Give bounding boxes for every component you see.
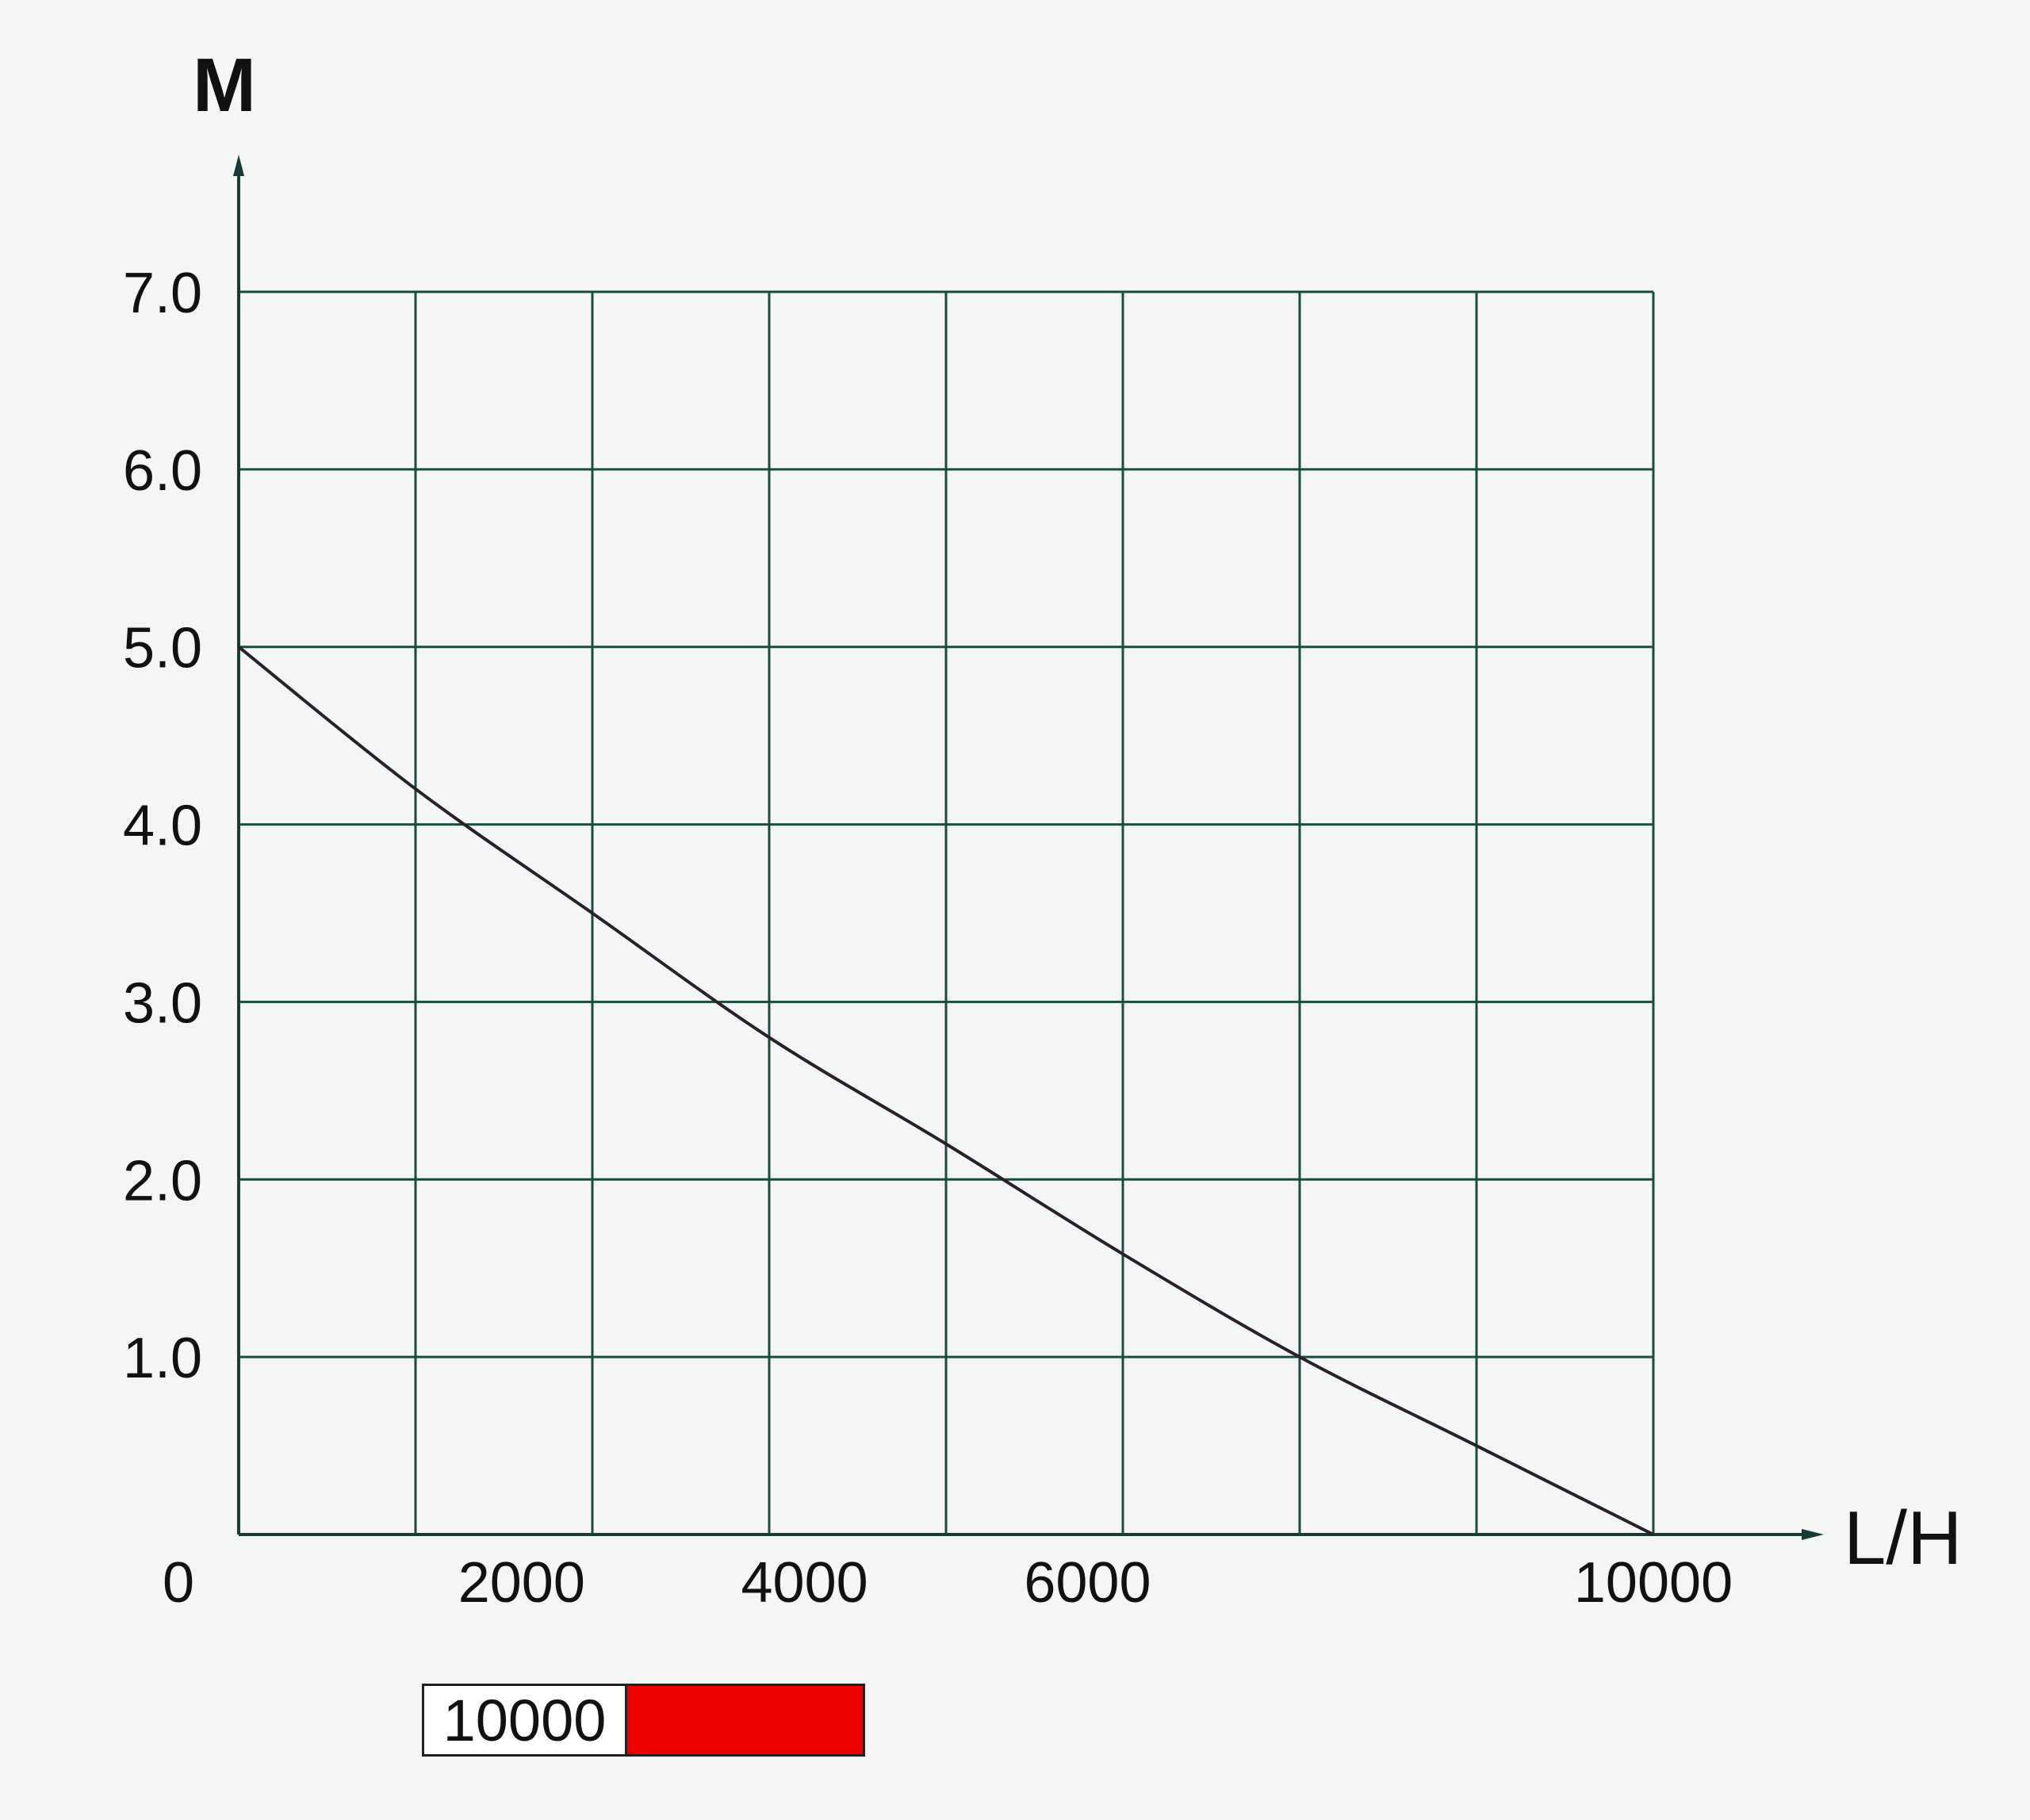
legend-label: 10000 bbox=[424, 1686, 627, 1754]
axes bbox=[233, 155, 1824, 1540]
y-axis-arrow-icon bbox=[233, 155, 244, 176]
grid bbox=[239, 290, 1655, 1535]
y-axis-title: M bbox=[193, 43, 256, 128]
tick-labels: 1.0 2.0 3.0 4.0 5.0 6.0 7.0 2000 4000 6000 10000 bbox=[123, 262, 1733, 1615]
y-tick-label: 5.0 bbox=[123, 617, 202, 680]
legend-swatch bbox=[627, 1686, 863, 1754]
x-tick-label: 2000 bbox=[458, 1551, 585, 1615]
y-tick-label: 4.0 bbox=[123, 795, 202, 858]
legend: 10000 bbox=[422, 1684, 865, 1757]
x-tick-label: 6000 bbox=[1024, 1551, 1151, 1615]
x-tick-label: 10000 bbox=[1574, 1551, 1733, 1615]
y-tick-label: 6.0 bbox=[123, 439, 202, 503]
series-curve bbox=[237, 646, 1654, 1536]
y-tick-label: 2.0 bbox=[123, 1149, 202, 1213]
y-tick-label: 1.0 bbox=[123, 1327, 202, 1390]
x-axis-arrow-icon bbox=[1802, 1529, 1824, 1540]
origin-label: 0 bbox=[163, 1551, 194, 1615]
series-line bbox=[237, 646, 1654, 1536]
x-tick-label: 4000 bbox=[741, 1551, 868, 1615]
y-tick-label: 3.0 bbox=[123, 971, 202, 1035]
y-tick-label: 7.0 bbox=[123, 262, 202, 325]
x-axis-title: L/H bbox=[1844, 1496, 1962, 1581]
